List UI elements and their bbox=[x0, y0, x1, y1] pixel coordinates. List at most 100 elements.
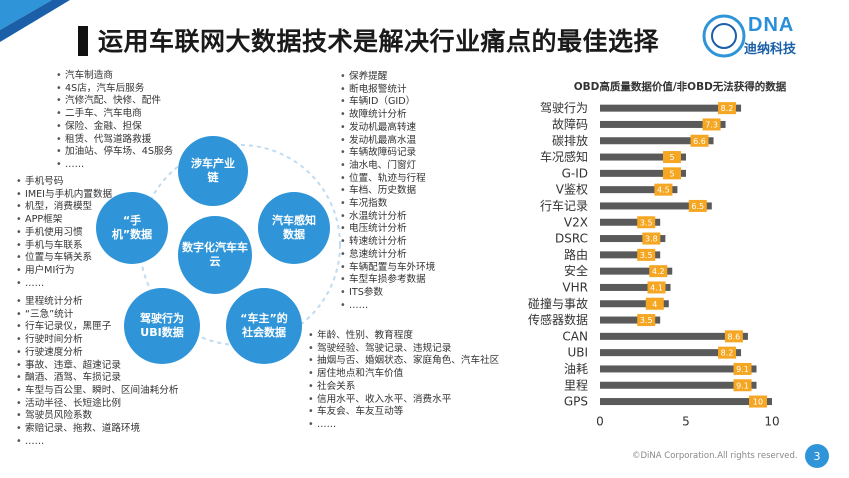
data-label: 3.8 bbox=[645, 235, 658, 244]
list-item: 车档、历史数据 bbox=[340, 185, 435, 198]
list-item: 二手车、汽车电商 bbox=[56, 108, 173, 121]
list-item: 信用水平、收入水平、消费水平 bbox=[308, 394, 499, 407]
logo-brand: DNA bbox=[748, 14, 795, 36]
list-item: 车辆故障码记录 bbox=[340, 147, 435, 160]
list-item: 车型与百公里、瞬时、区间油耗分析 bbox=[16, 385, 179, 398]
data-label-badge bbox=[690, 134, 709, 147]
category-label: DSRC bbox=[555, 232, 588, 246]
data-label: 8.2 bbox=[721, 349, 734, 358]
data-label-badge bbox=[702, 118, 721, 131]
page-number: 3 bbox=[805, 444, 829, 468]
category-label: 驾驶行为 bbox=[540, 100, 588, 115]
category-label: 行车记录 bbox=[540, 198, 588, 213]
owner-data-list: 年龄、性别、教育程度驾驶经验、驾驶记录、违规记录抽烟与否、婚姻状态、家庭角色、汽… bbox=[308, 330, 499, 432]
list-item: 驾驶员风险系数 bbox=[16, 410, 179, 423]
list-item: 位置、轨迹与行程 bbox=[340, 173, 435, 186]
category-label: 路由 bbox=[564, 247, 588, 262]
bar bbox=[600, 104, 742, 112]
list-item: “三急”统计 bbox=[16, 309, 179, 322]
hub-center: 数字化汽车车云 bbox=[178, 216, 252, 294]
bar bbox=[600, 283, 671, 291]
list-item: 事故、违章、超速记录 bbox=[16, 360, 179, 373]
hub-phone: “手机”数据 bbox=[96, 192, 168, 264]
bar bbox=[600, 398, 772, 406]
data-label-badge bbox=[733, 362, 752, 375]
list-item: …… bbox=[340, 300, 435, 313]
category-label: 传感器数据 bbox=[528, 312, 588, 327]
data-label-badge bbox=[663, 151, 681, 164]
data-label: 5 bbox=[669, 153, 674, 162]
category-label: CAN bbox=[562, 329, 588, 343]
list-item: 酗酒、酒驾、车损记录 bbox=[16, 372, 179, 385]
list-item: 转速统计分析 bbox=[340, 236, 435, 249]
list-item: 居住地点和汽车价值 bbox=[308, 368, 499, 381]
data-label: 8.6 bbox=[728, 332, 741, 341]
list-item: IMEI与手机内置数据 bbox=[16, 189, 112, 202]
list-item: 故障统计分析 bbox=[340, 109, 435, 122]
list-item: 抽烟与否、婚姻状态、家庭角色、汽车社区 bbox=[308, 355, 499, 368]
data-label: 6.5 bbox=[691, 202, 704, 211]
list-item: 行车记录仪，黑匣子 bbox=[16, 321, 179, 334]
list-item: 车辆ID（GID） bbox=[340, 96, 435, 109]
list-item: 里程统计分析 bbox=[16, 296, 179, 309]
driving-data-list: 里程统计分析“三急”统计行车记录仪，黑匣子行驶时间分析行驶速度分析事故、违章、超… bbox=[16, 296, 179, 448]
data-label-badge bbox=[718, 102, 737, 115]
list-item: 车友会、车友互动等 bbox=[308, 406, 499, 419]
bar bbox=[600, 267, 673, 275]
list-item: 保养提醒 bbox=[340, 71, 435, 84]
category-label: 油耗 bbox=[564, 362, 588, 376]
data-label: 7.3 bbox=[705, 120, 718, 129]
data-label: 9.1 bbox=[736, 381, 749, 390]
list-item: 位置与车辆关系 bbox=[16, 252, 112, 265]
bar bbox=[600, 381, 757, 389]
list-item: …… bbox=[56, 159, 173, 172]
dna-logo-icon bbox=[702, 14, 746, 58]
bar bbox=[600, 202, 712, 210]
list-item: 发动机最高转速 bbox=[340, 122, 435, 135]
bar bbox=[600, 169, 686, 177]
data-label-badge bbox=[663, 167, 681, 180]
copyright-footer: ©DiNA Corporation.All rights reserved. bbox=[632, 451, 798, 461]
bar bbox=[600, 186, 678, 194]
list-item: APP框架 bbox=[16, 214, 112, 227]
list-item: 社会关系 bbox=[308, 381, 499, 394]
bar bbox=[600, 365, 757, 373]
list-item: 机型，消费模型 bbox=[16, 201, 112, 214]
bar bbox=[600, 235, 666, 243]
list-item: 车型车损参考数据 bbox=[340, 274, 435, 287]
data-label: 9.1 bbox=[736, 365, 749, 374]
list-item: 索赔记录、拖救、道路环境 bbox=[16, 423, 179, 436]
list-item: 保险、金融、担保 bbox=[56, 121, 173, 134]
list-item: 水温统计分析 bbox=[340, 211, 435, 224]
category-label: V2X bbox=[564, 215, 588, 229]
bar bbox=[600, 300, 669, 308]
category-label: V鉴权 bbox=[556, 183, 588, 197]
data-label: 5 bbox=[669, 169, 674, 178]
list-item: 行驶速度分析 bbox=[16, 347, 179, 360]
title-accent-bar bbox=[78, 26, 88, 56]
bar bbox=[600, 120, 726, 128]
list-item: 用户MI行为 bbox=[16, 265, 112, 278]
data-label-badge bbox=[642, 232, 661, 245]
data-label: 8.2 bbox=[721, 104, 734, 113]
list-item: 电压统计分析 bbox=[340, 223, 435, 236]
hub-vehicle: 汽车感知数据 bbox=[258, 192, 330, 264]
x-tick-label: 5 bbox=[682, 415, 690, 429]
category-label: VHR bbox=[562, 280, 588, 294]
list-item: 手机号码 bbox=[16, 176, 112, 189]
hub-driving: 驾驶行为UBI数据 bbox=[124, 288, 200, 364]
list-item: 4S店，汽车后服务 bbox=[56, 83, 173, 96]
list-item: …… bbox=[308, 419, 499, 432]
list-item: …… bbox=[16, 436, 179, 449]
category-label: 碰撞与事故 bbox=[528, 296, 588, 311]
data-label-badge bbox=[718, 346, 737, 359]
category-label: 安全 bbox=[564, 263, 588, 278]
category-label: 里程 bbox=[564, 377, 588, 392]
list-item: 怠速统计分析 bbox=[340, 249, 435, 262]
list-item: …… bbox=[16, 278, 112, 291]
data-label: 4 bbox=[652, 300, 657, 309]
category-label: G-ID bbox=[562, 166, 588, 180]
list-item: 活动半径、长短途比例 bbox=[16, 398, 179, 411]
data-label-badge bbox=[645, 297, 664, 310]
